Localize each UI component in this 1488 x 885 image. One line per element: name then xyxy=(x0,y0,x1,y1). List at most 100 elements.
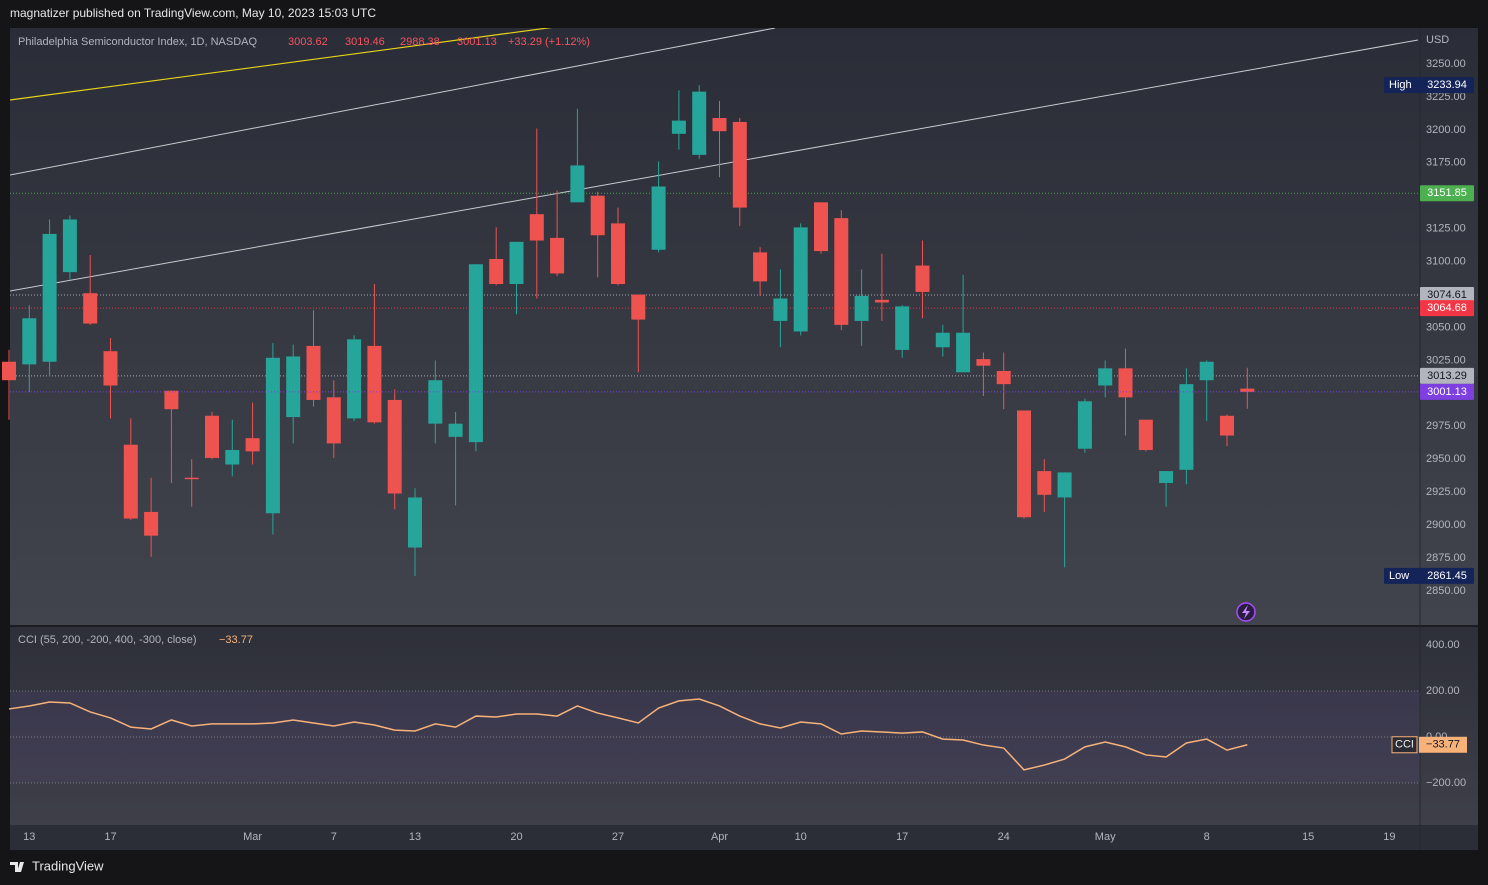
candle-body xyxy=(1057,472,1072,498)
legend-open: 3003.62 xyxy=(288,36,328,48)
currency: USD xyxy=(1426,34,1449,46)
level-label: 3064.68 xyxy=(1427,302,1467,314)
candle-body xyxy=(1077,401,1092,449)
candle-body xyxy=(611,223,625,285)
high-label-value: 3233.94 xyxy=(1427,79,1467,91)
y-tick-label: 3100.00 xyxy=(1426,256,1466,268)
candle-body xyxy=(22,318,37,365)
legend-change: +33.29 (+1.12%) xyxy=(508,36,590,48)
cci-name: CCI xyxy=(1395,739,1414,751)
indicator-legend-value: −33.77 xyxy=(219,634,253,646)
x-tick-label: 8 xyxy=(1204,831,1210,843)
candle-body xyxy=(915,265,930,292)
candle-body xyxy=(509,241,524,285)
candle-body xyxy=(184,477,199,480)
header-text: magnatizer published on TradingView.com,… xyxy=(10,6,376,20)
x-tick-label: 24 xyxy=(998,831,1010,843)
candle-body xyxy=(489,258,504,285)
y-tick-label: 3225.00 xyxy=(1426,91,1466,103)
x-tick-label: 17 xyxy=(896,831,908,843)
level-label: 3151.85 xyxy=(1427,187,1467,199)
candle-body xyxy=(854,295,869,321)
level-label: 3013.29 xyxy=(1427,370,1467,382)
x-tick-label: 15 xyxy=(1302,831,1314,843)
cci-value: −33.77 xyxy=(1426,739,1460,751)
high-label-name: High xyxy=(1389,79,1412,91)
candle-body xyxy=(976,359,991,366)
low-label-bg xyxy=(1384,567,1474,584)
x-tick-label: 19 xyxy=(1383,831,1395,843)
event-icon-bolt xyxy=(1242,605,1250,619)
low-label-name: Low xyxy=(1389,570,1409,582)
legend-low: 2988.38 xyxy=(400,36,440,48)
trend-line xyxy=(10,39,1419,292)
candle-body xyxy=(42,233,57,362)
candle-body xyxy=(590,195,605,236)
cci-line xyxy=(8,698,1248,771)
price-pane xyxy=(10,28,1478,626)
x-tick-label: 7 xyxy=(331,831,337,843)
x-tick-label: 13 xyxy=(409,831,421,843)
candle-body xyxy=(62,219,77,273)
y-tick-label: 2875.00 xyxy=(1426,552,1466,564)
candle-body xyxy=(732,121,747,208)
y-tick-label: 2850.00 xyxy=(1426,585,1466,597)
y-tick-label: 3175.00 xyxy=(1426,157,1466,169)
y-tick-label: 2900.00 xyxy=(1426,519,1466,531)
candle-body xyxy=(408,497,422,548)
candle-body xyxy=(671,120,686,134)
candle-body xyxy=(1220,415,1234,436)
candle-body xyxy=(1138,419,1153,451)
x-tick-label: 20 xyxy=(510,831,522,843)
candle-body xyxy=(935,332,950,348)
candle-body xyxy=(996,370,1011,385)
candle-body xyxy=(1199,361,1214,381)
candle-body xyxy=(834,218,849,325)
y-tick-label: 2975.00 xyxy=(1426,420,1466,432)
cci-value-bg xyxy=(1419,736,1467,753)
candle-body xyxy=(367,345,382,423)
y-tick-label: 3250.00 xyxy=(1426,58,1466,70)
level-label-bg xyxy=(1420,287,1474,304)
candle-body xyxy=(225,450,240,465)
candle-body xyxy=(874,299,889,303)
drawings xyxy=(10,28,1419,292)
candle-body xyxy=(570,165,585,203)
y-tick-label: 400.00 xyxy=(1426,639,1460,651)
x-tick-label: May xyxy=(1095,831,1116,843)
time-axis xyxy=(10,825,1478,850)
candle-body xyxy=(448,423,463,437)
candle-body xyxy=(123,444,138,519)
y-tick-label: 2950.00 xyxy=(1426,453,1466,465)
candle-body xyxy=(347,339,362,419)
last-price-label: 3001.13 xyxy=(1427,386,1467,398)
trend-line xyxy=(10,28,776,176)
candle-body xyxy=(245,438,260,452)
chart-title: Philadelphia Semiconductor Index, 1D, NA… xyxy=(18,36,258,48)
y-tick-label: −200.00 xyxy=(1426,777,1466,789)
cci-name-bg xyxy=(1391,736,1418,754)
candle-body xyxy=(265,357,280,514)
y-tick-label: 2925.00 xyxy=(1426,486,1466,498)
candle-body xyxy=(1179,384,1194,470)
candle-body xyxy=(2,361,16,381)
candle-body xyxy=(956,332,971,373)
trend-line xyxy=(10,28,553,101)
candle-body xyxy=(712,117,727,132)
footer-brand: TradingView xyxy=(32,858,104,873)
logo-mark xyxy=(10,862,24,872)
candle-body xyxy=(83,293,98,324)
x-tick-label: 10 xyxy=(795,831,807,843)
candle-body xyxy=(773,298,788,321)
indicator-pane xyxy=(10,627,1478,825)
x-tick-label: 27 xyxy=(612,831,624,843)
candle-body xyxy=(1037,471,1052,495)
x-tick-label: Mar xyxy=(243,831,262,843)
legend-high: 3019.46 xyxy=(345,36,385,48)
candle-body xyxy=(468,264,483,443)
candle-body xyxy=(814,202,828,252)
candle-body xyxy=(631,294,646,320)
x-tick-label: 17 xyxy=(104,831,116,843)
candle-body xyxy=(306,345,321,400)
